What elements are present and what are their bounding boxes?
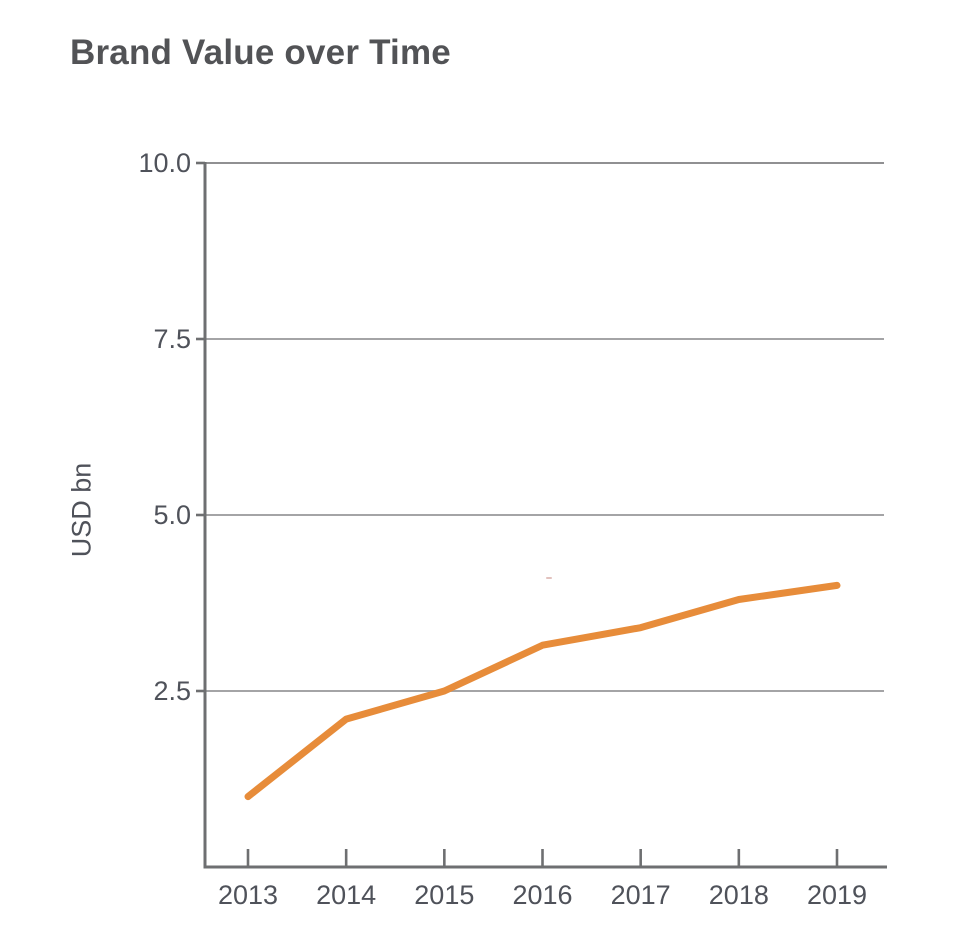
stray-mark-artifact [546, 577, 552, 579]
y-tick-label: 7.5 [153, 324, 191, 354]
y-tick-label: 2.5 [153, 676, 191, 706]
x-tick-label: 2013 [218, 880, 278, 910]
data-line-brand-value [244, 581, 841, 801]
x-tick-label: 2018 [709, 880, 769, 910]
x-tick-label: 2019 [807, 880, 867, 910]
x-tick-label: 2017 [611, 880, 671, 910]
y-tick-label: 5.0 [153, 500, 191, 530]
x-tick-label: 2014 [316, 880, 376, 910]
y-tick-label: 10.0 [138, 148, 191, 178]
chart-title: Brand Value over Time [70, 33, 451, 72]
y-axis-title: USD bn [66, 462, 97, 558]
x-tick-label: 2016 [512, 880, 572, 910]
x-tick-label: 2015 [414, 880, 474, 910]
